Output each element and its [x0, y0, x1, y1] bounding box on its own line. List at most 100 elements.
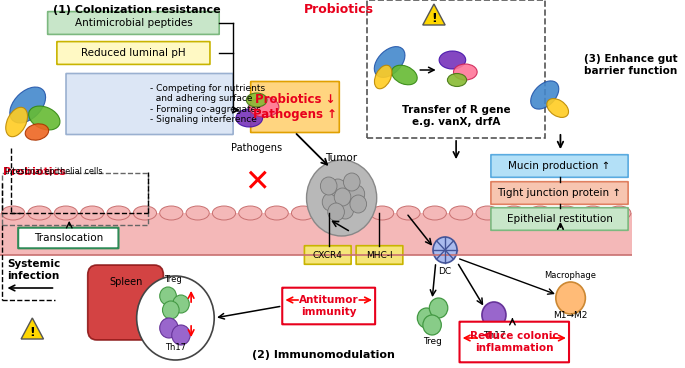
Ellipse shape: [5, 107, 27, 137]
Text: Reduced luminal pH: Reduced luminal pH: [81, 48, 186, 58]
FancyBboxPatch shape: [66, 74, 233, 134]
Ellipse shape: [529, 206, 552, 220]
Circle shape: [306, 160, 377, 236]
FancyBboxPatch shape: [491, 182, 628, 204]
Bar: [0, 213, 632, 255]
Ellipse shape: [134, 206, 157, 220]
Ellipse shape: [449, 206, 473, 220]
FancyBboxPatch shape: [282, 288, 375, 324]
Text: (1) Colonization resistance: (1) Colonization resistance: [53, 5, 221, 15]
Ellipse shape: [239, 206, 262, 220]
Text: (2) Immunomodulation: (2) Immunomodulation: [251, 350, 395, 360]
Ellipse shape: [453, 64, 477, 80]
FancyBboxPatch shape: [491, 155, 628, 177]
Text: Treg: Treg: [164, 276, 182, 284]
Ellipse shape: [236, 109, 262, 127]
Ellipse shape: [107, 206, 130, 220]
Ellipse shape: [423, 206, 447, 220]
Circle shape: [556, 282, 586, 314]
Circle shape: [321, 177, 337, 195]
FancyBboxPatch shape: [48, 12, 219, 34]
Circle shape: [429, 298, 448, 318]
Circle shape: [337, 201, 353, 219]
Ellipse shape: [371, 206, 394, 220]
Ellipse shape: [547, 99, 569, 117]
Ellipse shape: [439, 51, 466, 69]
Ellipse shape: [291, 206, 314, 220]
FancyBboxPatch shape: [304, 246, 351, 264]
Text: Th17: Th17: [165, 343, 186, 353]
FancyBboxPatch shape: [251, 81, 339, 132]
Text: - Competing for nutrients
  and adhering surface
- Forming co-aggregates
- Signa: - Competing for nutrients and adhering s…: [149, 84, 264, 124]
Text: Antimicrobial peptides: Antimicrobial peptides: [75, 18, 192, 28]
Ellipse shape: [265, 206, 288, 220]
Ellipse shape: [186, 206, 209, 220]
Circle shape: [348, 185, 364, 203]
Circle shape: [136, 276, 214, 360]
Ellipse shape: [28, 206, 51, 220]
Text: Antitumor
immunity: Antitumor immunity: [299, 295, 358, 317]
Ellipse shape: [476, 206, 499, 220]
Circle shape: [322, 193, 339, 211]
FancyBboxPatch shape: [356, 246, 403, 264]
Ellipse shape: [447, 74, 466, 86]
Ellipse shape: [318, 206, 341, 220]
Circle shape: [160, 318, 178, 338]
Circle shape: [343, 173, 360, 191]
Text: Probiotics: Probiotics: [304, 3, 374, 16]
Circle shape: [417, 308, 436, 328]
Circle shape: [482, 302, 506, 328]
Ellipse shape: [160, 206, 183, 220]
Circle shape: [329, 179, 346, 197]
Text: Transfer of R gene
e.g. vanX, drfA: Transfer of R gene e.g. vanX, drfA: [402, 105, 510, 127]
Text: ✕: ✕: [244, 169, 269, 198]
Text: Probiotics ↓
Pathogens ↑: Probiotics ↓ Pathogens ↑: [253, 93, 337, 121]
Text: DC: DC: [438, 268, 451, 276]
Text: Reduce colonic
inflammation: Reduce colonic inflammation: [470, 331, 558, 353]
Text: CXCR4: CXCR4: [313, 251, 342, 259]
Circle shape: [172, 325, 190, 345]
Text: !: !: [29, 326, 35, 340]
Ellipse shape: [392, 65, 417, 85]
Text: Tumor: Tumor: [325, 153, 358, 163]
Text: !: !: [431, 13, 437, 25]
Text: Treg: Treg: [423, 337, 442, 347]
Circle shape: [334, 188, 351, 206]
Circle shape: [433, 237, 457, 263]
Circle shape: [173, 295, 189, 313]
Ellipse shape: [502, 206, 525, 220]
Ellipse shape: [1, 206, 25, 220]
Text: Spleen: Spleen: [109, 277, 142, 287]
Circle shape: [350, 195, 366, 213]
FancyBboxPatch shape: [491, 208, 628, 230]
Ellipse shape: [344, 206, 367, 220]
Ellipse shape: [397, 206, 420, 220]
Text: Tight junction protein ↑: Tight junction protein ↑: [497, 188, 621, 198]
Ellipse shape: [249, 97, 279, 117]
FancyBboxPatch shape: [88, 265, 164, 340]
Text: Pathogens: Pathogens: [231, 143, 282, 153]
Text: Epithelial restitution: Epithelial restitution: [507, 214, 612, 224]
FancyBboxPatch shape: [57, 42, 210, 64]
Ellipse shape: [247, 93, 267, 107]
Ellipse shape: [81, 206, 104, 220]
Circle shape: [327, 203, 345, 221]
Text: Probiotics: Probiotics: [3, 167, 66, 177]
Circle shape: [162, 301, 179, 319]
Text: (3) Enhance gut
barrier function: (3) Enhance gut barrier function: [584, 54, 677, 76]
Ellipse shape: [10, 87, 46, 123]
FancyBboxPatch shape: [18, 228, 119, 248]
Ellipse shape: [375, 65, 392, 89]
Ellipse shape: [374, 47, 405, 77]
Ellipse shape: [531, 81, 559, 109]
Ellipse shape: [25, 124, 49, 140]
Text: Translocation: Translocation: [34, 233, 103, 243]
Text: Intestinal epithelial cells: Intestinal epithelial cells: [5, 167, 102, 177]
Ellipse shape: [54, 206, 77, 220]
Ellipse shape: [608, 206, 631, 220]
Text: M1→M2: M1→M2: [553, 311, 588, 319]
Circle shape: [423, 315, 441, 335]
Ellipse shape: [29, 106, 60, 130]
Ellipse shape: [582, 206, 605, 220]
Ellipse shape: [212, 206, 236, 220]
